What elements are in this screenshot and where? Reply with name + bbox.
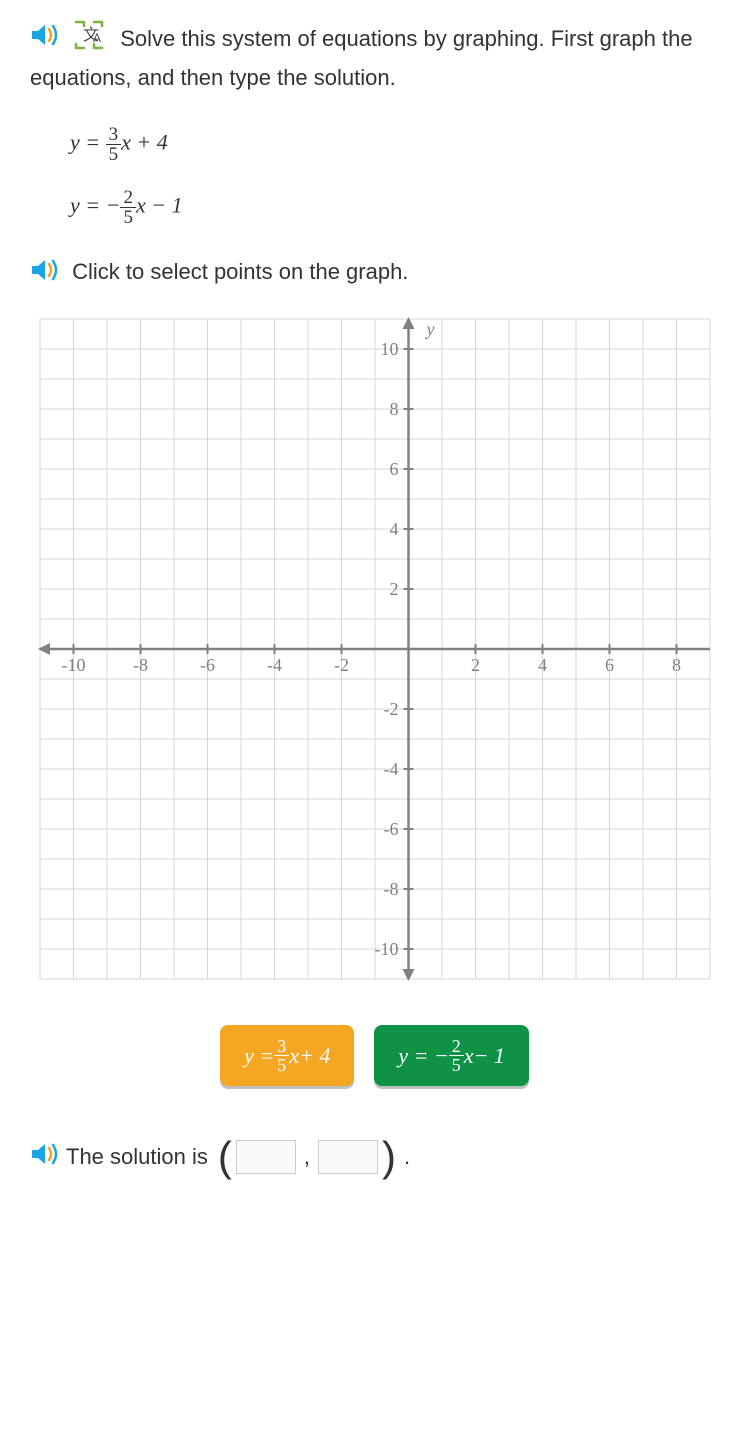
graph[interactable]: -10 -8 -6 -4 -2 2 4 6 8 10 8 6 4 2 -2 -4 -6 -8 -10 y	[30, 309, 719, 995]
legend-button-eq1[interactable]: y = 35x + 4	[220, 1025, 354, 1086]
solution-y-input[interactable]	[318, 1140, 378, 1174]
solution-row: The solution is ( , ) .	[30, 1136, 719, 1178]
svg-text:-4: -4	[384, 759, 399, 779]
svg-text:-2: -2	[384, 699, 399, 719]
svg-text:-6: -6	[200, 655, 215, 675]
svg-text:-10: -10	[375, 939, 399, 959]
svg-text:-10: -10	[62, 655, 86, 675]
equations-block: y = 35x + 4 y = −25x − 1	[70, 125, 719, 227]
svg-text:-6: -6	[384, 819, 399, 839]
svg-text:8: 8	[672, 655, 681, 675]
svg-text:-8: -8	[133, 655, 148, 675]
solution-x-input[interactable]	[236, 1140, 296, 1174]
period: .	[404, 1144, 410, 1170]
svg-text:6: 6	[605, 655, 614, 675]
open-paren: (	[218, 1136, 232, 1178]
svg-text:6: 6	[390, 459, 399, 479]
question-body: Solve this system of equations by graphi…	[30, 26, 693, 90]
speaker-icon[interactable]	[30, 1141, 60, 1173]
speaker-icon[interactable]	[30, 257, 60, 289]
svg-text:4: 4	[390, 519, 399, 539]
instruction-text: Click to select points on the graph.	[72, 259, 408, 284]
svg-text:-4: -4	[267, 655, 282, 675]
svg-text:8: 8	[390, 399, 399, 419]
svg-text:A: A	[93, 31, 101, 45]
solution-prefix: The solution is	[66, 1144, 208, 1170]
speaker-icon[interactable]	[30, 22, 60, 58]
equation-1: y = 35x + 4	[70, 125, 719, 164]
svg-text:2: 2	[390, 579, 399, 599]
svg-text:y: y	[425, 319, 435, 339]
translate-icon[interactable]: 文 A	[72, 20, 106, 60]
equation-2: y = −25x − 1	[70, 188, 719, 227]
question-text: 文 A Solve this system of equations by gr…	[30, 20, 719, 95]
svg-text:10: 10	[381, 339, 399, 359]
svg-text:4: 4	[538, 655, 547, 675]
svg-text:-8: -8	[384, 879, 399, 899]
svg-text:-2: -2	[334, 655, 349, 675]
legend: y = 35x + 4 y = − 25x − 1	[30, 1025, 719, 1086]
comma: ,	[304, 1144, 310, 1170]
close-paren: )	[382, 1136, 396, 1178]
svg-text:2: 2	[471, 655, 480, 675]
legend-button-eq2[interactable]: y = − 25x − 1	[374, 1025, 529, 1086]
instruction-row: Click to select points on the graph.	[30, 257, 719, 289]
